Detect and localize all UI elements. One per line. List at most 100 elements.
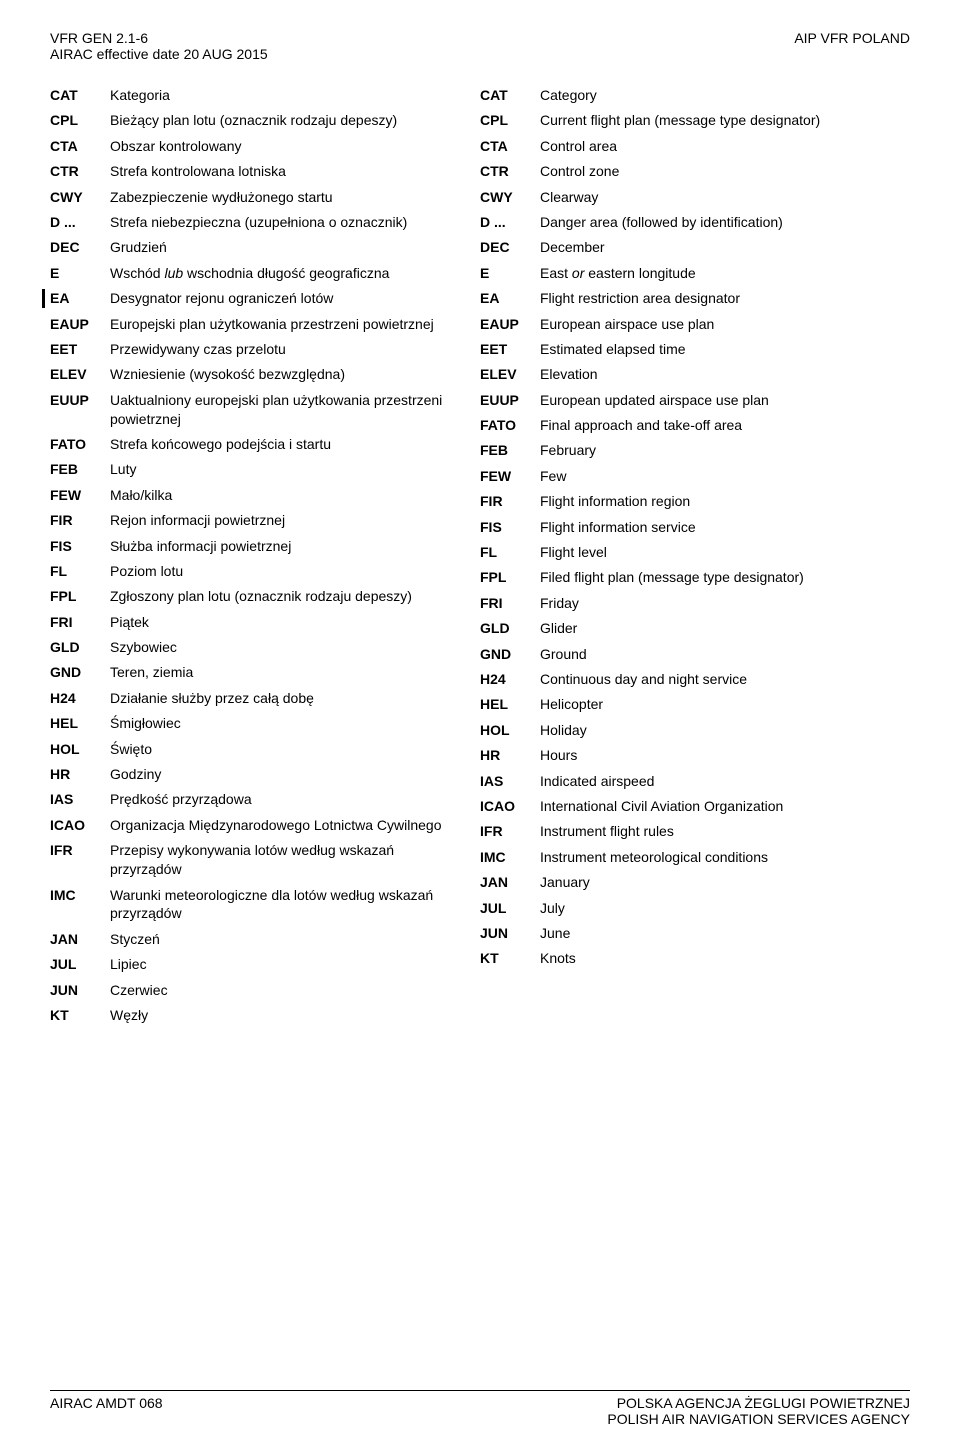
abbreviation-desc-en: Clearway (540, 188, 910, 207)
table-row: CTRControl zone (480, 162, 910, 181)
column-english: CATCategoryCPLCurrent flight plan (messa… (480, 86, 910, 1031)
table-row: CWYZabezpieczenie wydłużonego startu (50, 188, 480, 207)
abbreviation-desc-en: European airspace use plan (540, 315, 910, 334)
table-row: FPLFiled flight plan (message type desig… (480, 568, 910, 587)
table-row: GLDSzybowiec (50, 638, 480, 657)
abbreviation-desc-en: East or eastern longitude (540, 264, 910, 283)
table-row: KTKnots (480, 949, 910, 968)
table-row: CWYClearway (480, 188, 910, 207)
abbreviation-desc-pl: Poziom lotu (110, 562, 480, 581)
abbreviation-desc-en: Filed flight plan (message type designat… (540, 568, 910, 587)
table-row: EAFlight restriction area designator (480, 289, 910, 308)
table-row: JULJuly (480, 899, 910, 918)
abbreviation-code: FL (50, 562, 110, 581)
abbreviation-code: ELEV (50, 365, 110, 384)
footer-amendment: AIRAC AMDT 068 (50, 1395, 163, 1427)
header-right: AIP VFR POLAND (794, 30, 910, 62)
abbreviation-code: IFR (480, 822, 540, 841)
table-row: ICAOOrganizacja Międzynarodowego Lotnict… (50, 816, 480, 835)
abbreviation-desc-en: June (540, 924, 910, 943)
abbreviation-code: CWY (480, 188, 540, 207)
abbreviation-code: FPL (480, 568, 540, 587)
abbreviation-desc-pl: Rejon informacji powietrznej (110, 511, 480, 530)
footer-agency: POLSKA AGENCJA ŻEGLUGI POWIETRZNEJ POLIS… (607, 1395, 910, 1427)
table-row: EAUPEuropean airspace use plan (480, 315, 910, 334)
abbreviation-desc-en: December (540, 238, 910, 257)
table-row: DECDecember (480, 238, 910, 257)
abbreviation-desc-pl: Przewidywany czas przelotu (110, 340, 480, 359)
abbreviation-desc-en: Current flight plan (message type design… (540, 111, 910, 130)
abbreviation-desc-en: January (540, 873, 910, 892)
table-row: FIRFlight information region (480, 492, 910, 511)
abbreviation-code: CTR (50, 162, 110, 181)
abbreviation-desc-en: Instrument flight rules (540, 822, 910, 841)
table-row: JANJanuary (480, 873, 910, 892)
table-row: EADesygnator rejonu ograniczeń lotów (50, 289, 480, 308)
abbreviation-desc-pl: Czerwiec (110, 981, 480, 1000)
table-row: IASIndicated airspeed (480, 772, 910, 791)
abbreviation-desc-pl: Grudzień (110, 238, 480, 257)
abbreviation-desc-en: Continuous day and night service (540, 670, 910, 689)
abbreviation-code: CAT (480, 86, 540, 105)
abbreviation-code: FIR (50, 511, 110, 530)
abbreviation-code: D ... (480, 213, 540, 232)
table-row: FISSłużba informacji powietrznej (50, 537, 480, 556)
abbreviation-desc-en: Elevation (540, 365, 910, 384)
abbreviation-code: EA (480, 289, 540, 308)
table-row: DECGrudzień (50, 238, 480, 257)
abbreviation-desc-pl: Warunki meteorologiczne dla lotów według… (110, 886, 480, 924)
abbreviation-desc-en: February (540, 441, 910, 460)
abbreviation-code: ICAO (50, 816, 110, 835)
abbreviation-desc-en: Holiday (540, 721, 910, 740)
table-row: HRGodziny (50, 765, 480, 784)
abbreviation-desc-pl: Węzły (110, 1006, 480, 1025)
table-row: CATKategoria (50, 86, 480, 105)
table-row: JANStyczeń (50, 930, 480, 949)
abbreviation-desc-pl: Szybowiec (110, 638, 480, 657)
table-row: IFRInstrument flight rules (480, 822, 910, 841)
abbreviation-desc-en: Knots (540, 949, 910, 968)
table-row: FEBLuty (50, 460, 480, 479)
abbreviation-desc-pl: Luty (110, 460, 480, 479)
abbreviation-code: HOL (480, 721, 540, 740)
abbreviation-desc-pl: Godziny (110, 765, 480, 784)
abbreviation-code: H24 (50, 689, 110, 708)
abbreviation-code: GLD (480, 619, 540, 638)
column-polish: CATKategoriaCPLBieżący plan lotu (oznacz… (50, 86, 480, 1031)
abbreviation-code: CTR (480, 162, 540, 181)
abbreviation-code: FRI (480, 594, 540, 613)
abbreviation-desc-pl: Wzniesienie (wysokość bezwzględna) (110, 365, 480, 384)
abbreviation-code: IFR (50, 841, 110, 860)
abbreviation-code: GND (480, 645, 540, 664)
abbreviation-code: HR (480, 746, 540, 765)
abbreviation-code: CTA (50, 137, 110, 156)
abbreviation-code: IMC (50, 886, 110, 905)
table-row: IASPrędkość przyrządowa (50, 790, 480, 809)
abbreviation-code: EAUP (50, 315, 110, 334)
abbreviation-code: H24 (480, 670, 540, 689)
abbreviation-code: HOL (50, 740, 110, 759)
table-row: IMCInstrument meteorological conditions (480, 848, 910, 867)
abbreviation-code: E (480, 264, 540, 283)
abbreviation-desc-en: European updated airspace use plan (540, 391, 910, 410)
table-row: GLDGlider (480, 619, 910, 638)
abbreviation-code: JAN (480, 873, 540, 892)
change-bar (42, 289, 45, 308)
abbreviation-desc-pl: Mało/kilka (110, 486, 480, 505)
table-row: ELEVWzniesienie (wysokość bezwzględna) (50, 365, 480, 384)
abbreviation-desc-pl: Przepisy wykonywania lotów według wskaza… (110, 841, 480, 879)
abbreviation-desc-pl: Śmigłowiec (110, 714, 480, 733)
header-section-ref: VFR GEN 2.1-6 (50, 30, 268, 46)
abbreviation-desc-en: Category (540, 86, 910, 105)
abbreviation-code: EAUP (480, 315, 540, 334)
abbreviation-desc-pl: Działanie służby przez całą dobę (110, 689, 480, 708)
abbreviation-code: KT (480, 949, 540, 968)
abbreviation-desc-en: Hours (540, 746, 910, 765)
abbreviation-desc-pl: Obszar kontrolowany (110, 137, 480, 156)
abbreviation-desc-pl: Europejski plan użytkowania przestrzeni … (110, 315, 480, 334)
abbreviation-desc-pl: Służba informacji powietrznej (110, 537, 480, 556)
abbreviation-code: FATO (480, 416, 540, 435)
table-row: FATOStrefa końcowego podejścia i startu (50, 435, 480, 454)
abbreviation-code: EET (50, 340, 110, 359)
abbreviation-desc-pl: Święto (110, 740, 480, 759)
